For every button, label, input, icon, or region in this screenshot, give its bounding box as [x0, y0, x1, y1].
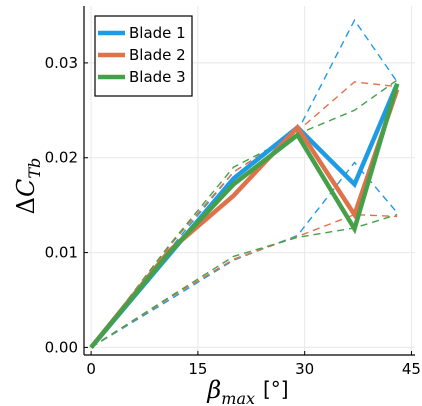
y-tick-label: 0.01 — [45, 244, 78, 262]
x-tick-label: 0 — [86, 360, 96, 378]
series-line — [89, 83, 400, 349]
legend-label: Blade 1 — [129, 24, 186, 42]
x-axis-label-symbol: β — [206, 376, 221, 404]
legend-label: Blade 3 — [129, 68, 186, 86]
y-axis-label: ΔCTb — [12, 158, 44, 215]
x-tick-label: 15 — [188, 360, 207, 378]
x-axis-label-subscript: max — [221, 389, 255, 406]
axes — [83, 6, 415, 356]
x-tick-label: 30 — [295, 360, 314, 378]
series-lower-bound-line — [90, 213, 398, 348]
legend: Blade 1 Blade 2 Blade 3 — [94, 15, 193, 97]
tick-labels: 0 15 30 45 0.00 0.01 0.02 0.03 — [45, 54, 421, 378]
y-tick-label: 0.03 — [45, 54, 78, 72]
y-tick-label: 0.02 — [45, 149, 78, 167]
legend-label: Blade 2 — [129, 46, 186, 64]
y-axis-label-subscript: Tb — [25, 158, 44, 179]
y-axis-label-symbol: C — [12, 179, 40, 197]
x-tick-label: 45 — [402, 360, 421, 378]
x-axis-label-unit: [°] — [263, 377, 289, 401]
series-lower-bound-line — [90, 213, 398, 348]
y-axis-label-prefix: Δ — [12, 197, 40, 214]
y-tick-label: 0.00 — [45, 338, 78, 356]
series-upper-bound-line — [90, 81, 398, 348]
series-lines — [89, 82, 400, 349]
x-axis-label: βmax [°] — [206, 376, 288, 406]
